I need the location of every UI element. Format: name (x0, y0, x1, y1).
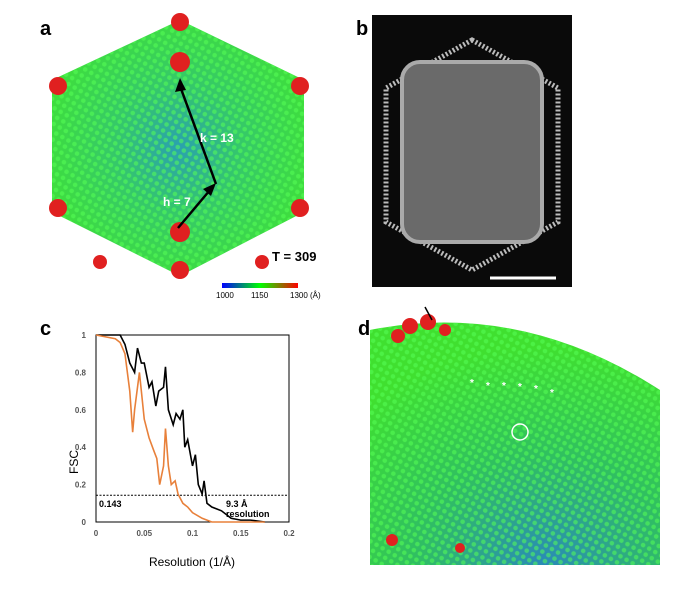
h-arrow (177, 189, 211, 229)
vertex-clusters (49, 13, 309, 279)
colorbar-tick: 1150 (251, 291, 269, 300)
cryo-em-section (372, 15, 572, 287)
x-tick-label: 0 (94, 529, 99, 538)
asterisk-marker: * (502, 381, 506, 392)
capsid-closeup (370, 306, 660, 565)
panel-label-b: b (356, 18, 369, 40)
y-axis-label: FSC (67, 450, 81, 474)
x-tick-label: 0.05 (136, 529, 152, 538)
threshold-label: 0.143 (99, 499, 122, 509)
asterisk-marker: * (534, 384, 538, 395)
panel-label-c: c (40, 318, 52, 340)
resolution-text: resolution (226, 509, 270, 519)
x-tick-label: 0.2 (283, 529, 295, 538)
highlight-circle (511, 423, 529, 441)
asterisk-marker: * (470, 378, 474, 389)
y-tick-label: 0.6 (75, 406, 87, 415)
t-number: T = 309 (272, 249, 316, 264)
k-label: k = 13 (200, 131, 234, 145)
h-label: h = 7 (163, 195, 191, 209)
x-axis-label: Resolution (1/Å) (149, 554, 235, 569)
y-tick-label: 1 (82, 331, 87, 340)
y-tick-label: 0 (82, 518, 87, 527)
fsc-series-1 (95, 334, 265, 523)
asterisk-marker: * (486, 381, 490, 392)
fsc-series-0 (96, 334, 265, 523)
colorbar-tick: 1000 (216, 291, 234, 300)
asterisk-marker: * (518, 382, 522, 393)
plot-frame (95, 334, 290, 523)
y-tick-label: 0.2 (75, 481, 87, 490)
asterisk-marker: * (550, 388, 554, 399)
resolution-value: 9.3 Å (226, 499, 248, 509)
capsid-map (49, 13, 309, 279)
x-tick-label: 0.1 (187, 529, 199, 538)
panel-label-a: a (40, 18, 52, 40)
k-arrow (178, 85, 218, 185)
y-tick-label: 0.4 (75, 443, 87, 452)
colorbar (222, 283, 298, 288)
x-tick-label: 0.15 (233, 529, 249, 538)
panel-label-d: d (358, 318, 371, 340)
y-tick-label: 0.8 (75, 368, 87, 377)
colorbar-tick: 1300 (Å) (290, 291, 321, 300)
fsc-chart: 0 0.05 0.1 0.15 0.2 0 0.2 0.4 0.6 0.8 1 (75, 331, 295, 538)
